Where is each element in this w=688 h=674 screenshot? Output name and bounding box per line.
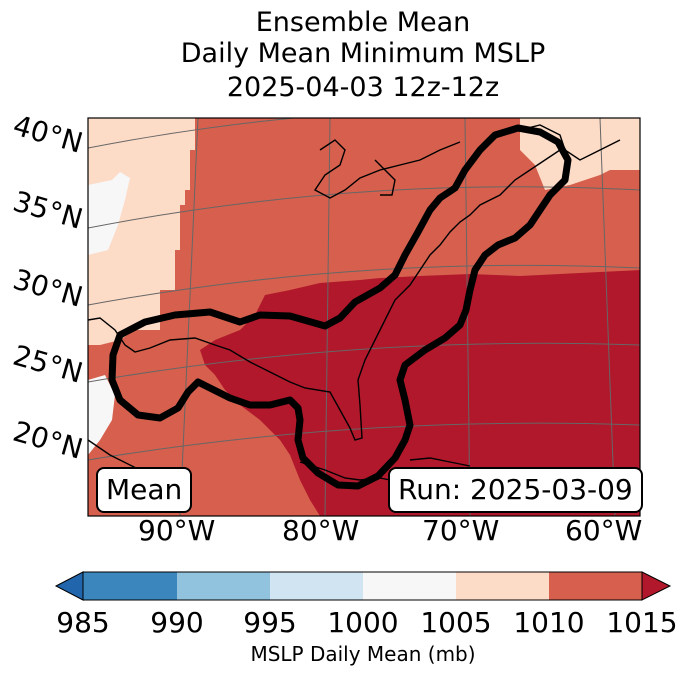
colorbar-frame <box>82 571 643 601</box>
grid-lon-70 <box>464 118 471 516</box>
lon-label-60w: 60°W <box>565 514 643 547</box>
grid-lat-30 <box>88 264 640 306</box>
lon-label-90w: 90°W <box>138 514 216 547</box>
colorbar-segment-995 <box>270 572 363 600</box>
colorbar-tick-985: 985 <box>56 606 110 639</box>
colorbar-segment-1000 <box>363 572 456 600</box>
title-line-2: Daily Mean Minimum MSLP <box>180 38 546 69</box>
map-field <box>88 118 640 516</box>
coast-gulf-atlantic <box>88 149 561 441</box>
title-line-3: 2025-04-03 12z-12z <box>226 72 500 103</box>
field-1000-west <box>88 172 130 255</box>
field-1015-core <box>200 270 640 516</box>
title-line-1: Ensemble Mean <box>255 7 471 38</box>
grid-lon-60 <box>599 118 616 516</box>
colorbar-tick-1005: 1005 <box>420 606 492 639</box>
mean-contour <box>108 124 572 490</box>
mean-label-box: Mean <box>96 467 193 513</box>
colorbar-tick-1015: 1015 <box>606 606 678 639</box>
colorbar-tick-990: 990 <box>150 606 204 639</box>
colorbar <box>54 571 672 601</box>
lon-label-80w: 80°W <box>282 514 360 547</box>
colorbar-tick-1000: 1000 <box>327 606 399 639</box>
grid-lat-40 <box>88 118 300 149</box>
colorbar-extend-low <box>54 571 84 601</box>
colorbar-segment-1010 <box>549 572 642 600</box>
run-label-box: Run: 2025-03-09 <box>388 467 643 513</box>
field-1005-northwest <box>88 118 195 345</box>
lon-label-70w: 70°W <box>422 514 500 547</box>
coast-great-lakes <box>313 139 461 199</box>
coast-cuba <box>299 461 401 483</box>
coast-hispaniola <box>409 457 471 467</box>
colorbar-segment-985 <box>83 572 177 600</box>
grid-lat-25 <box>88 342 640 383</box>
colorbar-tick-1010: 1010 <box>513 606 585 639</box>
colorbar-label: MSLP Daily Mean (mb) <box>250 642 476 666</box>
colorbar-segment-1005 <box>456 572 549 600</box>
colorbar-tick-995: 995 <box>243 606 297 639</box>
map-frame <box>87 117 641 517</box>
grid-lon-80 <box>324 118 331 516</box>
coast-lake-erie <box>374 159 396 196</box>
colorbar-extend-high <box>641 571 672 601</box>
field-1000-south <box>88 375 115 455</box>
colorbar-segment-990 <box>177 572 270 600</box>
